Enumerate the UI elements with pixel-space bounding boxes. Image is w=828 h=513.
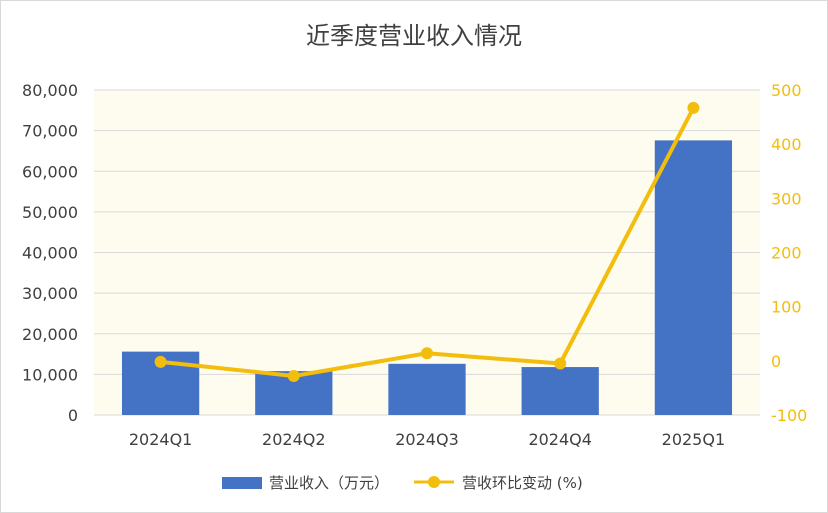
right-axis-tick-label: 0 <box>771 352 781 371</box>
change-point <box>287 370 300 382</box>
left-axis-tick-label: 70,000 <box>22 122 78 141</box>
chart-title: 近季度营业收入情况 <box>306 22 522 50</box>
right-axis-tick-label: 300 <box>771 189 802 208</box>
left-axis: 0 10,000 20,000 30,000 40,000 50,000 60,000 70,… <box>22 81 78 425</box>
x-axis-tick-label: 2024Q4 <box>528 430 592 449</box>
change-point <box>154 355 167 368</box>
right-axis-tick-label: 400 <box>771 135 802 154</box>
legend-line-marker <box>428 476 440 488</box>
right-axis: -100 0 100 200 300 400 500 <box>771 81 807 425</box>
right-axis-tick-label: 500 <box>771 81 802 100</box>
left-axis-tick-label: 40,000 <box>22 244 78 263</box>
revenue-bar <box>654 140 733 415</box>
left-axis-tick-label: 10,000 <box>22 365 78 384</box>
legend: 营业收入（万元） 营收环比变动 (%) <box>222 474 583 492</box>
legend-line-label: 营收环比变动 (%) <box>462 474 583 492</box>
x-axis-tick-label: 2024Q1 <box>129 430 193 449</box>
legend-bar-label: 营业收入（万元） <box>269 474 389 492</box>
left-axis-tick-label: 0 <box>68 406 78 425</box>
gridlines <box>94 89 760 416</box>
left-axis-tick-label: 60,000 <box>22 162 78 181</box>
left-axis-tick-label: 50,000 <box>22 203 78 222</box>
change-point <box>554 357 567 370</box>
legend-bar-swatch <box>222 477 262 489</box>
revenue-bar <box>388 363 466 415</box>
right-axis-tick-label: 100 <box>771 298 802 317</box>
line-series <box>154 101 700 382</box>
left-axis-tick-label: 20,000 <box>22 325 78 344</box>
change-point <box>421 347 433 360</box>
x-axis-tick-label: 2025Q1 <box>662 430 726 449</box>
change-point <box>687 101 700 114</box>
left-axis-tick-label: 30,000 <box>22 284 78 303</box>
x-axis-tick-label: 2024Q3 <box>395 430 459 449</box>
x-axis-tick-label: 2024Q2 <box>262 430 326 449</box>
revenue-bar <box>521 367 599 415</box>
right-axis-tick-label: -100 <box>771 406 807 425</box>
left-axis-tick-label: 80,000 <box>22 81 78 100</box>
right-axis-tick-label: 200 <box>771 244 802 263</box>
x-axis: 2024Q1 2024Q2 2024Q3 2024Q4 2025Q1 <box>129 430 725 449</box>
